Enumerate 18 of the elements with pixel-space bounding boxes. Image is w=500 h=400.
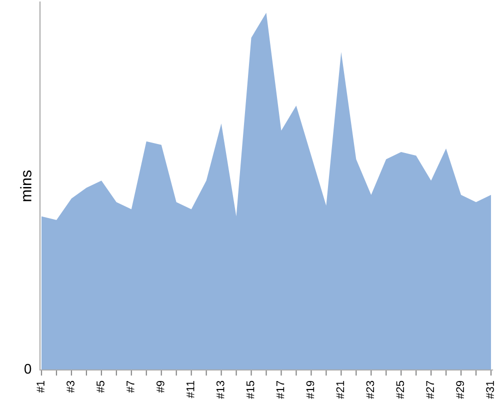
x-tick-label: #7 [126, 380, 134, 393]
x-tick-label: #23 [366, 380, 374, 399]
x-tick-label: #31 [486, 380, 494, 399]
x-tick-label: #19 [306, 380, 314, 399]
text: 0 [24, 364, 32, 374]
x-tick-label: #1 [36, 380, 44, 393]
x-tick-label: #21 [336, 380, 344, 399]
x-tick-label: #13 [216, 380, 224, 399]
x-tick-label: #27 [426, 380, 434, 399]
x-tick-label: #29 [456, 380, 464, 399]
x-tick-label: #17 [276, 380, 284, 399]
x-tick-label: #9 [156, 380, 164, 393]
x-tick-label: #3 [66, 380, 74, 393]
x-tick-label: #5 [96, 380, 104, 393]
x-tick-label: #15 [246, 380, 254, 399]
y-axis-title: mins [20, 170, 32, 202]
x-tick-label: #11 [186, 380, 194, 398]
x-tick-label: #25 [396, 380, 404, 399]
